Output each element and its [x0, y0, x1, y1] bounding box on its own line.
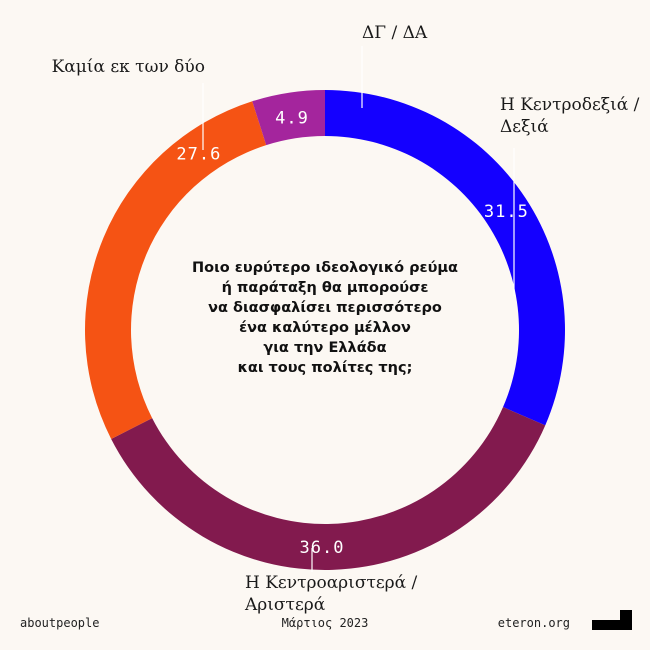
donut-slice [252, 90, 325, 146]
question-line: να διασφαλίσει περισσότερο [208, 300, 442, 316]
category-label: Η Κεντροδεξιά / [500, 95, 640, 115]
question-line: ένα καλύτερο μέλλον [239, 320, 411, 336]
source-label: aboutpeople [20, 616, 100, 630]
question-line: Ποιο ευρύτερο ιδεολογικό ρεύμα [192, 260, 458, 276]
donut-slice [111, 407, 546, 571]
chart-question: Ποιο ευρύτερο ιδεολογικό ρεύμα ή παράταξ… [150, 258, 500, 378]
site-link[interactable]: eteron.org [497, 616, 570, 630]
donut-slice [84, 101, 267, 439]
eteron-logo-icon [592, 610, 632, 630]
category-label: ΔΓ / ΔΑ [362, 23, 428, 43]
slice-value-label: 27.6 [176, 144, 221, 164]
slice-value-label: 31.5 [484, 202, 529, 222]
slice-value-labels: 31.5 36.0 27.6 4.9 [176, 109, 529, 558]
slice-value-label: 4.9 [275, 109, 309, 129]
slice-value-label: 36.0 [300, 538, 345, 558]
donut-slice [325, 90, 566, 426]
question-line: και τους πολίτες της; [237, 360, 413, 376]
date-label: Μάρτιος 2023 [281, 616, 369, 630]
category-label: Καμία εκ των δύο [52, 57, 205, 77]
donut-slices [84, 90, 566, 571]
question-line: ή παράταξη θα μπορούσε [221, 280, 429, 296]
question-line: για την Ελλάδα [263, 340, 387, 356]
category-label: Αριστερά [244, 595, 326, 615]
category-label: Η Κεντροαριστερά / [245, 573, 418, 593]
category-labels: Η Κεντροδεξιά /Δεξιά Η Κεντροαριστερά /Αρ… [52, 23, 640, 615]
leader-lines [202, 46, 515, 572]
category-label: Δεξιά [500, 117, 549, 137]
